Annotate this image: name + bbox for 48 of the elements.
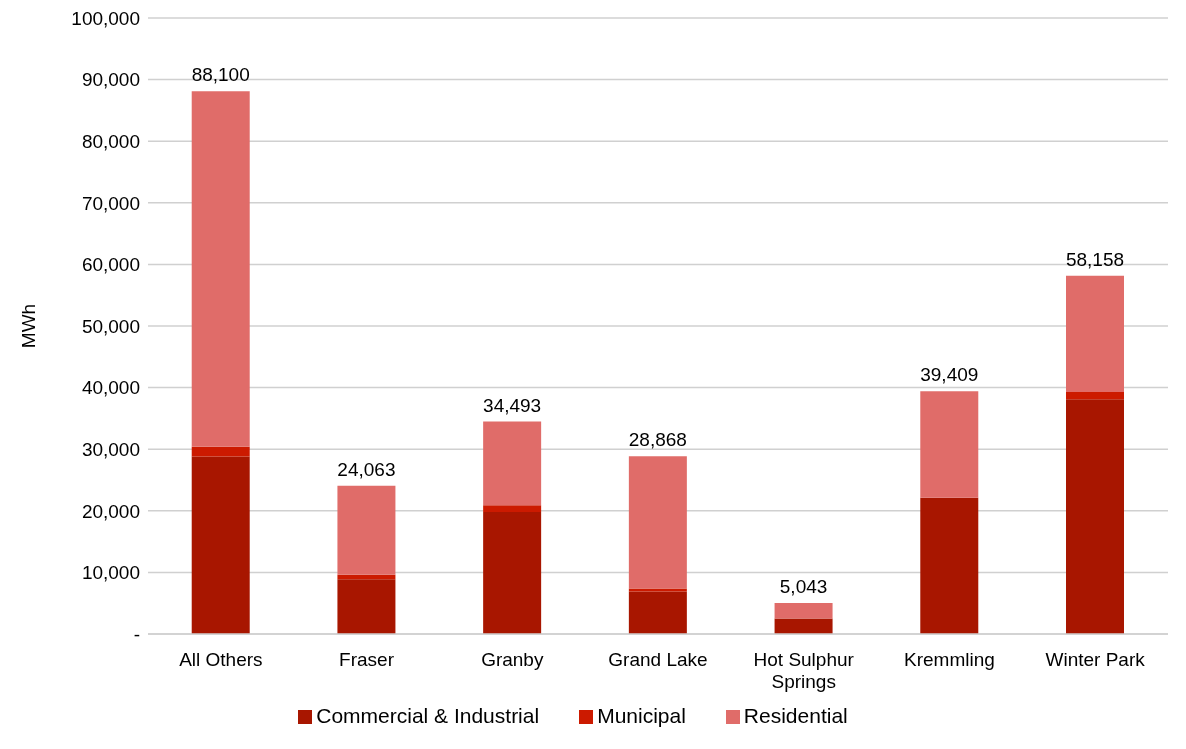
bar [337,485,396,575]
bar [920,497,979,634]
y-tick-label: 90,000 [81,69,140,91]
x-tick-label: Grand Lake [608,649,708,670]
bar [483,421,542,506]
y-tick-label: 70,000 [81,192,140,214]
bar [774,618,833,634]
x-tick-label: Kremmling [904,649,995,670]
x-tick-label: Fraser [339,649,395,670]
bar [191,446,250,457]
y-tick-label: - [133,623,140,645]
y-tick-label: 100,000 [71,7,140,29]
legend-label: Residential [743,704,848,727]
y-tick-label: 60,000 [81,254,140,276]
x-tick-label: All Others [179,649,263,670]
x-tick-label: Granby [481,649,544,670]
total-label: 34,493 [483,394,542,416]
y-tick-label: 10,000 [81,562,140,584]
legend-label: Commercial & Industrial [316,704,540,727]
bar [628,456,687,589]
x-tick-label: Hot Sulphur Springs [753,649,855,692]
y-tick-label: 20,000 [81,500,140,522]
bar [628,591,687,634]
total-label: 88,100 [191,64,250,86]
bar [483,512,542,634]
x-tick-label: Winter Park [1045,649,1146,670]
bar [920,391,979,498]
legend-label: Municipal [597,704,686,727]
bar [1066,275,1124,392]
y-tick-label: 80,000 [81,130,140,152]
bar [191,456,250,634]
total-label: 24,063 [337,458,396,480]
y-axis-title: MWh [17,303,39,349]
bar [337,579,396,634]
bar [483,505,542,513]
total-label: 58,158 [1065,248,1125,270]
bar [337,574,396,580]
total-label: 39,409 [920,364,979,386]
bar [1066,391,1124,400]
total-label: 28,868 [628,429,687,451]
bar [1066,399,1124,634]
bar [774,602,833,619]
bar [628,588,687,592]
bar [191,91,250,447]
y-tick-label: 40,000 [81,377,140,399]
total-label: 5,043 [779,575,828,597]
y-tick-label: 30,000 [81,438,140,460]
y-tick-label: 50,000 [81,315,140,337]
